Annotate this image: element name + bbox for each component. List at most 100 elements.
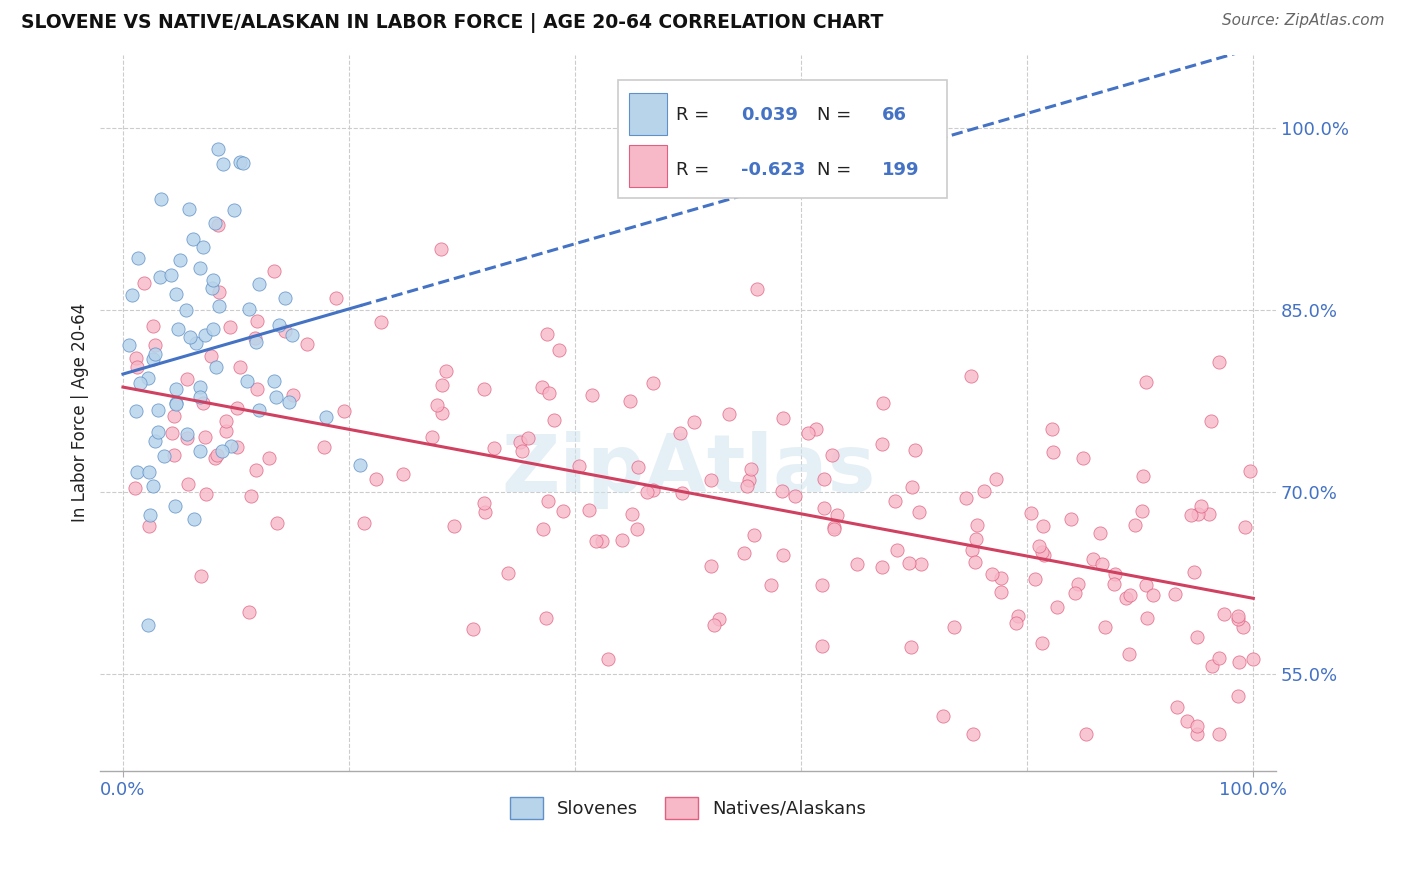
Point: [128, 376, 150, 390]
Text: -0.623: -0.623: [741, 161, 806, 178]
Point: [1226, 609, 1249, 624]
Point: [1019, 506, 1042, 520]
Point: [169, 253, 191, 268]
Point: [190, 569, 212, 583]
Text: R =: R =: [676, 105, 716, 123]
Point: [225, 440, 247, 454]
Point: [745, 283, 768, 297]
Point: [202, 321, 225, 335]
Point: [1226, 612, 1249, 626]
Point: [121, 287, 143, 301]
Point: [174, 302, 197, 317]
Point: [886, 543, 908, 558]
Point: [530, 380, 553, 394]
Point: [207, 448, 229, 462]
Point: [810, 639, 832, 653]
Point: [1032, 518, 1054, 533]
Point: [984, 472, 1007, 486]
Point: [176, 431, 198, 445]
Point: [226, 401, 249, 415]
Point: [264, 390, 287, 404]
Point: [273, 324, 295, 338]
Point: [568, 459, 591, 474]
Point: [1040, 422, 1063, 436]
Point: [240, 489, 263, 503]
Legend: Slovenes, Natives/Alaskans: Slovenes, Natives/Alaskans: [503, 789, 873, 826]
Point: [430, 377, 453, 392]
Text: N =: N =: [817, 105, 858, 123]
Point: [124, 481, 146, 495]
Point: [1042, 444, 1064, 458]
Point: [1059, 512, 1081, 526]
Point: [125, 359, 148, 374]
Point: [683, 416, 706, 430]
Point: [238, 301, 260, 316]
Point: [1130, 503, 1153, 517]
Point: [709, 612, 731, 626]
Point: [772, 548, 794, 562]
Point: [596, 652, 619, 666]
Point: [610, 533, 633, 548]
Point: [184, 335, 207, 350]
Point: [208, 285, 231, 299]
Point: [813, 500, 835, 515]
Point: [472, 382, 495, 396]
Point: [1063, 586, 1085, 600]
Point: [125, 351, 148, 365]
Point: [1241, 652, 1264, 666]
Point: [1142, 588, 1164, 602]
Point: [1031, 635, 1053, 649]
Point: [443, 518, 465, 533]
Text: 0.039: 0.039: [741, 105, 799, 123]
Point: [621, 508, 644, 522]
Point: [247, 277, 270, 292]
Point: [772, 411, 794, 425]
Point: [1187, 508, 1209, 522]
Point: [1067, 577, 1090, 591]
Point: [208, 299, 231, 313]
Point: [578, 503, 600, 517]
Point: [813, 472, 835, 486]
Point: [142, 318, 165, 333]
Point: [263, 375, 285, 389]
Point: [533, 523, 555, 537]
Point: [821, 448, 844, 462]
Point: [806, 422, 828, 436]
Point: [1182, 565, 1205, 579]
Point: [163, 409, 186, 423]
Point: [249, 402, 271, 417]
Point: [1073, 451, 1095, 466]
Point: [960, 543, 983, 558]
Point: [1032, 549, 1054, 563]
Point: [472, 496, 495, 510]
Point: [228, 359, 250, 374]
Text: R =: R =: [676, 161, 716, 178]
Point: [1083, 552, 1105, 566]
Point: [1227, 689, 1250, 703]
Point: [537, 494, 560, 508]
Point: [215, 414, 238, 428]
Point: [581, 387, 603, 401]
Point: [1232, 620, 1254, 634]
Point: [188, 261, 211, 276]
Point: [181, 232, 204, 246]
Point: [1239, 464, 1261, 478]
Point: [908, 505, 931, 519]
Point: [1208, 650, 1230, 665]
Point: [537, 385, 560, 400]
Point: [962, 727, 984, 741]
Point: [430, 406, 453, 420]
Point: [263, 264, 285, 278]
Point: [179, 330, 201, 344]
Point: [1132, 469, 1154, 483]
Point: [222, 202, 245, 217]
Point: [669, 426, 692, 441]
Point: [700, 559, 723, 574]
Point: [512, 443, 534, 458]
Point: [167, 322, 190, 336]
Point: [1164, 587, 1187, 601]
Point: [966, 518, 988, 533]
Point: [1046, 600, 1069, 615]
Point: [1208, 727, 1230, 741]
Point: [738, 473, 761, 487]
